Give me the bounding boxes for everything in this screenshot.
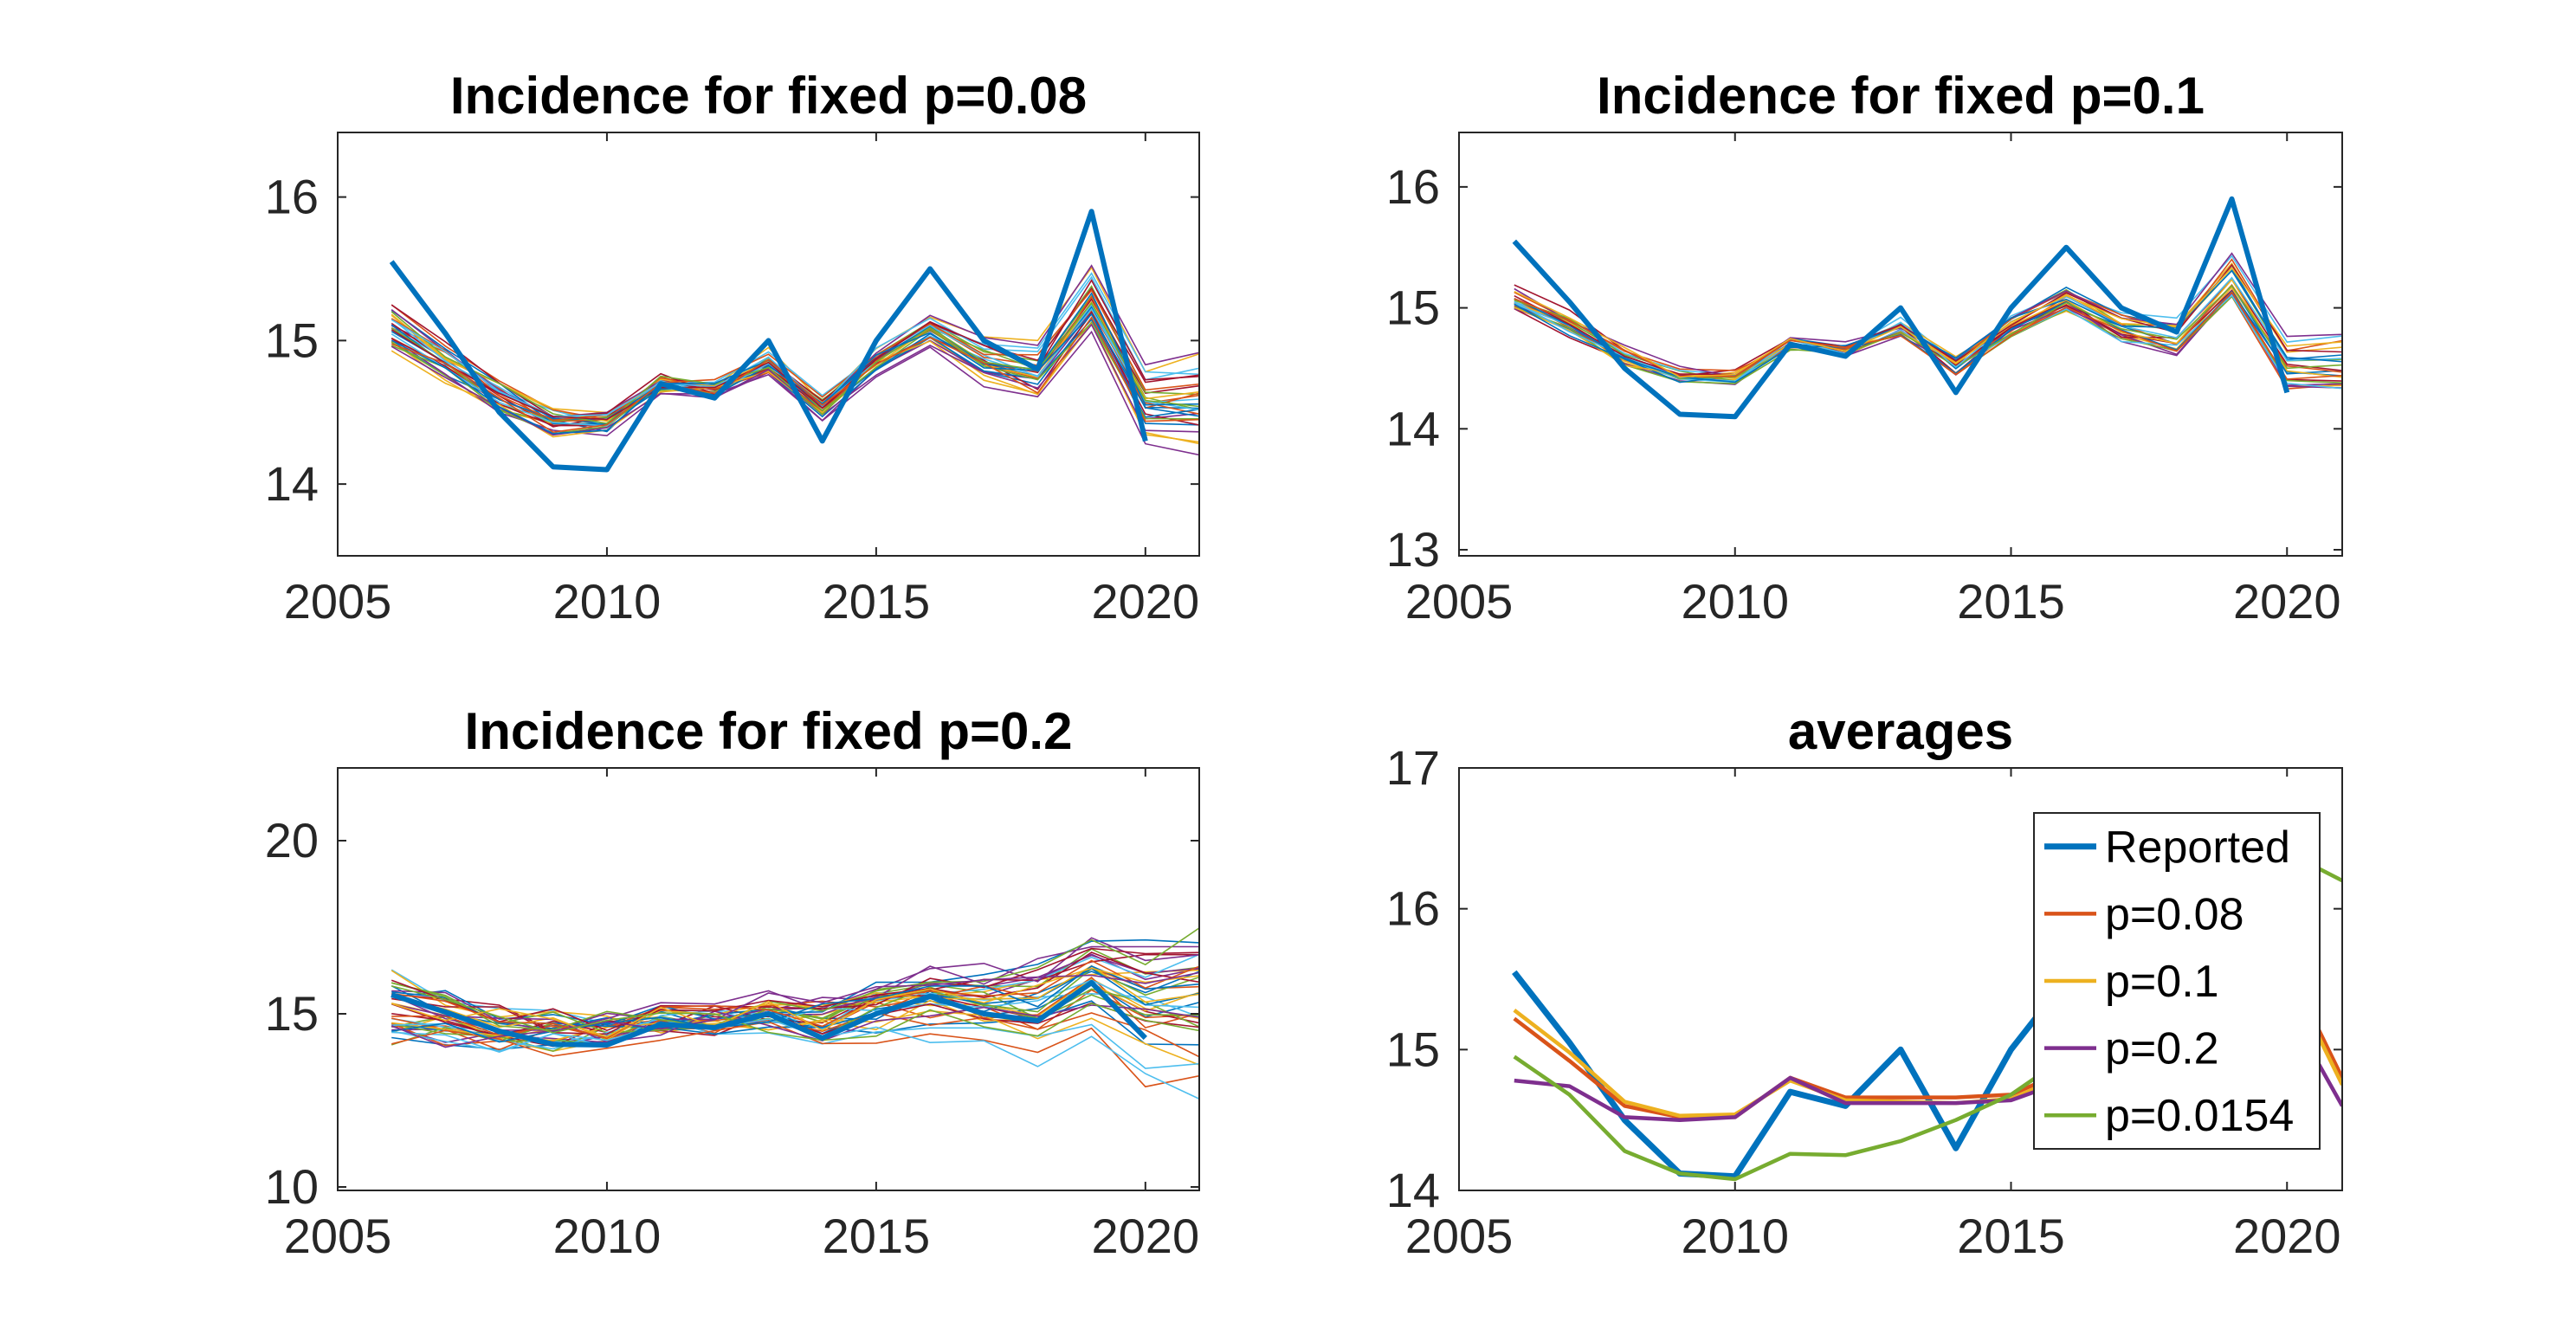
- y-tick-label: 15: [265, 313, 319, 367]
- y-tick-label: 15: [265, 986, 319, 1041]
- chart-title: Incidence for fixed p=0.1: [1597, 67, 2205, 125]
- simulated-run-line: [1514, 266, 2342, 378]
- x-tick-label: 2015: [823, 574, 931, 629]
- legend-entry: Reported: [2105, 822, 2290, 873]
- y-tick-label: 14: [265, 456, 319, 511]
- x-tick-label: 2005: [284, 1209, 392, 1263]
- simulated-run-line: [391, 953, 1199, 1030]
- reported-line: [1512, 196, 2290, 420]
- x-tick-label: 2010: [553, 574, 662, 629]
- legend-entry: p=0.08: [2105, 889, 2244, 939]
- legend-entry: p=0.0154: [2105, 1091, 2294, 1141]
- legend-entry: p=0.1: [2105, 957, 2219, 1007]
- simulated-run-line: [1514, 269, 2342, 384]
- x-tick-label: 2020: [1092, 1209, 1200, 1263]
- x-tick-label: 2005: [284, 574, 392, 629]
- y-tick-label: 20: [265, 813, 319, 867]
- x-tick-label: 2005: [1405, 1209, 1514, 1263]
- simulated-run-line: [391, 945, 1199, 1033]
- x-tick-label: 2005: [1405, 574, 1514, 629]
- simulated-run-line: [391, 951, 1199, 1032]
- axes-box: [1458, 132, 2343, 557]
- simulated-run-line: [391, 971, 1199, 1048]
- legend-box: [2033, 812, 2321, 1150]
- legend-entry: p=0.2: [2105, 1024, 2219, 1074]
- x-tick-label: 2015: [1957, 1209, 2065, 1263]
- panel-2: 2005 2010 2015 2020 13 14 15 16 Incidence for fi…: [1386, 67, 2343, 629]
- chart-title: averages: [1788, 702, 2013, 760]
- y-tick-label: 15: [1386, 281, 1440, 335]
- plot-lines: [1512, 196, 2342, 420]
- x-tick-label: 2015: [1957, 574, 2065, 629]
- plot-lines: [389, 209, 1199, 473]
- simulated-run-line: [391, 1017, 1199, 1069]
- x-tick-label: 2020: [2233, 1209, 2341, 1263]
- simulated-run-line: [391, 288, 1199, 422]
- simulated-run-line: [391, 985, 1199, 1042]
- legend: Reported p=0.08 p=0.1 p=0.2 p=0.0154: [2033, 812, 2321, 1150]
- x-tick-label: 2010: [553, 1209, 662, 1263]
- simulated-run-line: [391, 275, 1199, 417]
- x-tick-label: 2010: [1681, 574, 1789, 629]
- panel-3: 2005 2010 2015 2020 10 15 20 Incidence for fixe…: [265, 702, 1200, 1263]
- x-tick-label: 2020: [2233, 574, 2341, 629]
- simulated-run-line: [391, 1003, 1199, 1043]
- y-tick-label: 17: [1386, 740, 1440, 795]
- y-tick-label: 16: [1386, 159, 1440, 214]
- reported-line: [391, 980, 1147, 1048]
- y-tick-label: 16: [265, 170, 319, 224]
- simulated-run-line: [1514, 291, 2342, 380]
- y-tick-label: 10: [265, 1159, 319, 1214]
- chart-title: Incidence for fixed p=0.08: [450, 67, 1087, 125]
- simulated-run-line: [391, 927, 1199, 1031]
- y-tick-label: 16: [1386, 881, 1440, 936]
- panel-1: 2005 2010 2015 2020 14 15 16 Incidence for fixe…: [265, 67, 1200, 629]
- axes-box: [337, 767, 1200, 1191]
- simulated-run-line: [391, 272, 1199, 426]
- simulated-run-line: [391, 947, 1199, 1035]
- panel-4: 2005 2010 2015 2020 14 15 16 17 averages Reported…: [1386, 702, 2343, 1263]
- x-tick-label: 2020: [1092, 574, 1200, 629]
- simulated-run-line: [391, 279, 1199, 421]
- axes-box: [337, 132, 1200, 557]
- y-tick-label: 13: [1386, 522, 1440, 577]
- y-tick-label: 14: [1386, 1163, 1440, 1217]
- y-tick-label: 14: [1386, 401, 1440, 455]
- reported-line: [389, 209, 1148, 473]
- plot-lines: [391, 927, 1199, 1100]
- axes-box: [1458, 767, 2343, 1191]
- x-tick-label: 2015: [823, 1209, 931, 1263]
- simulated-run-line: [391, 316, 1199, 434]
- y-tick-label: 15: [1386, 1022, 1440, 1076]
- x-tick-label: 2010: [1681, 1209, 1789, 1263]
- chart-title: Incidence for fixed p=0.2: [465, 702, 1073, 760]
